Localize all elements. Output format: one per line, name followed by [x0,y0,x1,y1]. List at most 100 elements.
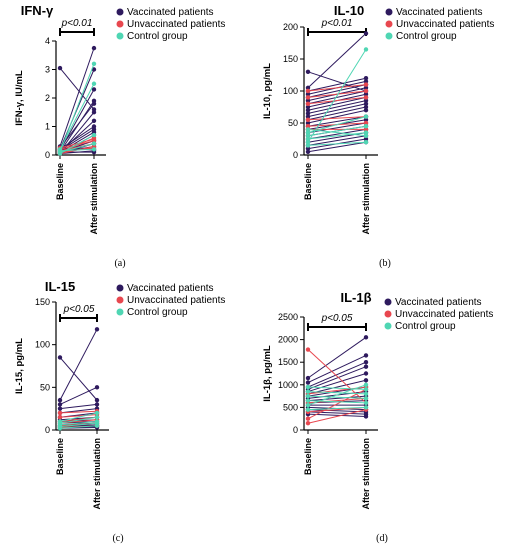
data-point-baseline [305,140,311,145]
x-category-label: After stimulation [89,163,99,235]
data-point-after [363,117,369,123]
data-point-after [363,382,369,387]
data-line [307,125,367,137]
data-line [307,388,367,420]
data-line [59,414,98,418]
data-line [59,103,95,149]
data-line [307,103,367,118]
y-tick-label: 50 [288,118,298,128]
data-line [307,395,367,402]
data-line [307,49,367,143]
data-line [307,336,367,379]
data-point-baseline [57,415,63,420]
data-point-after [363,85,369,91]
data-point-baseline [57,406,63,411]
y-tick-label: 2500 [278,312,298,322]
data-point-after [363,371,369,376]
legend-marker [385,20,393,28]
legend-label: Unvaccinated patients [395,309,493,320]
data-point-baseline [305,114,311,119]
data-point-after [363,82,369,87]
data-point-baseline [305,398,311,403]
data-point-after [363,127,369,132]
data-line [59,425,98,429]
y-tick-label: 4 [45,36,50,46]
data-point-after [363,133,369,138]
data-point-after [91,141,97,146]
chart-title: IL-1β [340,290,371,305]
y-tick-label: 200 [283,22,298,32]
data-point-baseline [57,410,63,416]
series-control-group [57,410,100,431]
data-line [307,361,367,388]
data-line [59,143,95,153]
data-line [307,128,367,140]
data-line [307,84,367,92]
y-tick-label: 150 [283,54,298,64]
data-point-baseline [305,146,311,151]
data-line [307,106,367,121]
legend-label: Vaccinated patients [395,297,482,308]
data-point-after [91,45,97,51]
data-point-after [94,423,100,428]
data-point-baseline [305,130,311,135]
data-point-after [91,137,97,142]
data-line [307,71,367,92]
data-point-after [363,400,369,406]
data-line [59,357,98,401]
legend-label: Vaccinated patients [127,7,214,18]
data-line [307,33,367,89]
data-point-baseline [305,375,311,381]
data-line [59,410,98,414]
data-point-baseline [305,407,311,412]
data-line [59,126,95,150]
data-line [307,128,367,137]
data-point-after [363,396,369,401]
data-line [307,90,367,105]
series-control-group [305,47,369,148]
data-line [307,77,367,92]
data-point-baseline [305,101,311,107]
data-line [59,329,98,401]
data-line [307,141,367,153]
panel-label: (d) [376,533,388,544]
y-tick-label: 500 [283,402,298,412]
data-point-baseline [305,380,311,385]
data-point-after [363,391,369,397]
data-line [59,69,95,150]
data-point-after [363,98,369,103]
x-category-label: Baseline [303,163,313,200]
legend-label: Vaccinated patients [127,283,214,294]
chart-title: IL-10 [334,3,364,18]
data-line [59,420,98,426]
significance-label: p<0.01 [61,18,93,29]
y-tick-label: 3 [45,65,50,75]
chart-panel-2: IL-10 IL-10, pg/mL 0 50 100 150 200 Baseline Aft… [262,3,494,269]
data-point-after [363,47,369,52]
data-point-baseline [305,389,311,394]
data-line [307,100,367,114]
data-line [307,116,367,121]
legend-marker [384,298,392,306]
y-tick-label: 100 [35,340,50,350]
data-line [59,138,95,149]
data-line [59,83,95,150]
data-point-after [363,76,369,81]
data-point-after [363,92,369,97]
data-point-after [363,140,369,145]
data-line [307,132,367,143]
data-point-after [363,120,369,126]
y-tick-label: 1000 [278,380,298,390]
data-point-baseline [305,108,311,113]
data-point-after [91,61,97,66]
data-line [307,116,367,127]
data-line [59,47,95,147]
data-point-after [363,101,369,107]
data-point-after [363,335,369,340]
data-line [307,135,367,146]
data-line [307,395,367,399]
data-line [307,141,367,146]
data-point-after [363,108,369,113]
